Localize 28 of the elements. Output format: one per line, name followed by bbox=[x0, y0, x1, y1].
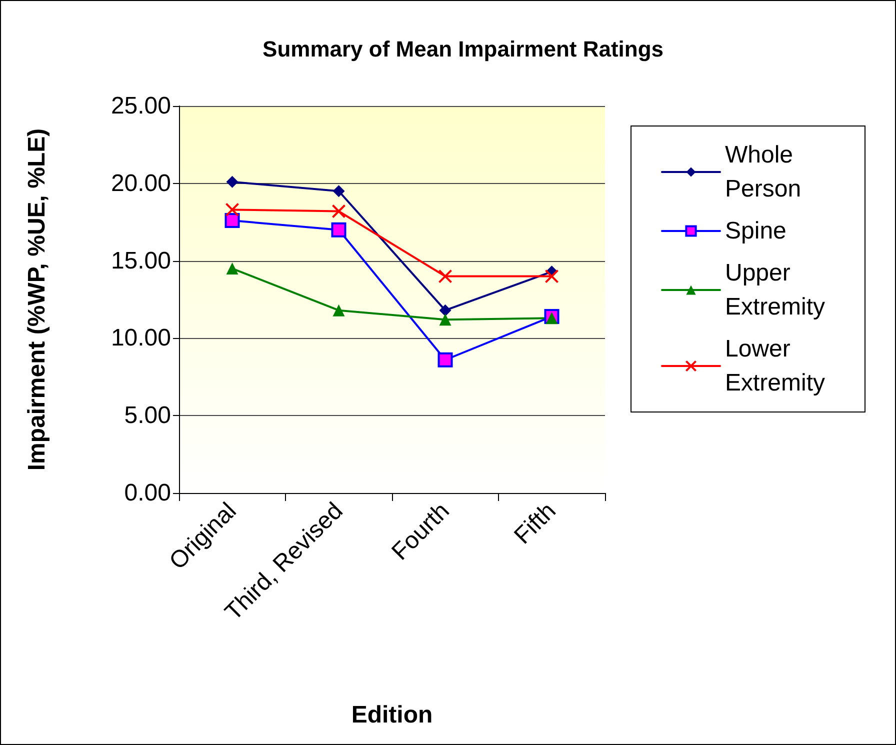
y-tick-label: 5.00 bbox=[124, 402, 171, 430]
point bbox=[439, 304, 452, 316]
x-axis-title: Edition bbox=[351, 702, 433, 728]
point bbox=[438, 269, 452, 284]
legend-label: Lower Extremity bbox=[725, 336, 826, 396]
legend-label: Spine bbox=[725, 218, 786, 244]
point bbox=[332, 185, 345, 198]
point bbox=[439, 314, 452, 326]
point bbox=[226, 176, 238, 188]
point bbox=[546, 312, 558, 324]
y-tick-label: 15.00 bbox=[110, 247, 171, 274]
y-tick-label: 0.00 bbox=[124, 480, 171, 506]
point bbox=[438, 352, 453, 368]
point bbox=[224, 213, 240, 228]
point bbox=[225, 202, 240, 217]
y-tick-label: 20.00 bbox=[110, 170, 171, 197]
point bbox=[331, 222, 346, 238]
y-tick-label: 25.00 bbox=[110, 92, 171, 120]
x-tick-label: Fifth bbox=[509, 497, 562, 550]
point bbox=[332, 304, 345, 316]
legend-label: Whole Person bbox=[725, 142, 802, 202]
y-tick-label: 10.00 bbox=[110, 324, 171, 352]
chart-title: Summary of Mean Impairment Ratings bbox=[262, 36, 664, 62]
y-axis-title: Impairment (%WP, %UE, %LE) bbox=[24, 128, 50, 471]
point bbox=[544, 269, 559, 284]
legend-label: Upper Extremity bbox=[725, 260, 826, 320]
point bbox=[332, 204, 346, 218]
point bbox=[226, 262, 238, 275]
